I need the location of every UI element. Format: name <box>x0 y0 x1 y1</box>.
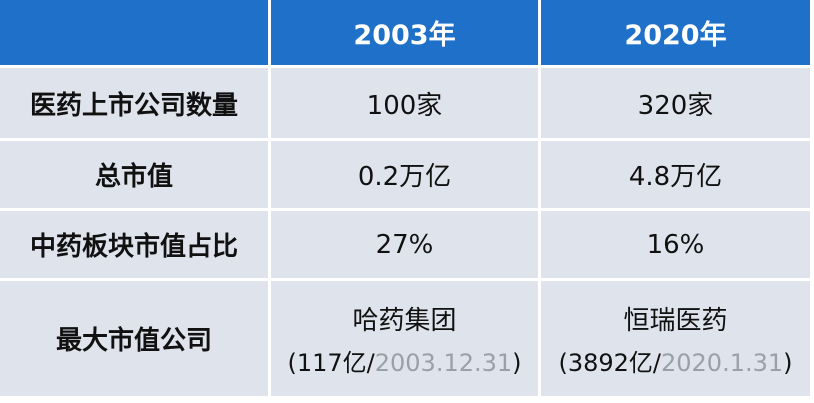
value-text: ) <box>783 348 793 377</box>
row-label-cell: 最大市值公司 <box>0 281 268 396</box>
row-label: 总市值 <box>94 162 173 192</box>
cell-subtext: (117亿/2003.12.31) <box>287 343 521 378</box>
date-text: 2020.1.31 <box>661 348 784 377</box>
header-text: 2003年 <box>353 20 456 51</box>
row-label: 最大市值公司 <box>55 326 212 356</box>
row-label: 医药上市公司数量 <box>29 90 238 121</box>
cell-text: 16% <box>646 229 705 260</box>
value-text: (117亿/ <box>287 348 375 377</box>
date-text: 2003.12.31 <box>374 348 513 377</box>
data-cell: 320家 <box>541 68 810 138</box>
cell-text: 哈药集团 <box>352 305 457 336</box>
cell-text: 4.8万亿 <box>628 162 723 192</box>
cell-subtext: (3892亿/2020.1.31) <box>558 343 792 378</box>
cell-text: 0.2万亿 <box>357 162 452 192</box>
row-label-cell: 总市值 <box>0 141 268 208</box>
row-label-cell: 医药上市公司数量 <box>0 68 268 138</box>
cell-text: 恒瑞医药 <box>623 305 728 336</box>
value-text: ) <box>512 348 522 377</box>
data-cell: 16% <box>541 211 810 278</box>
header-cell: 2003年 <box>271 0 538 65</box>
row-label: 中药板块市值占比 <box>29 232 238 262</box>
cell-text: 320家 <box>637 90 714 121</box>
data-cell: 4.8万亿 <box>541 141 810 208</box>
header-cell <box>0 0 268 65</box>
cell-text: 27% <box>375 229 434 260</box>
cell-text: 100家 <box>366 90 443 121</box>
data-cell: 0.2万亿 <box>271 141 538 208</box>
header-cell: 2020年 <box>541 0 810 65</box>
value-text: (3892亿/ <box>558 348 661 377</box>
header-text: 2020年 <box>624 20 727 51</box>
data-cell: 哈药集团 (117亿/2003.12.31) <box>271 281 538 396</box>
data-cell: 27% <box>271 211 538 278</box>
data-cell: 100家 <box>271 68 538 138</box>
row-label-cell: 中药板块市值占比 <box>0 211 268 278</box>
data-cell: 恒瑞医药 (3892亿/2020.1.31) <box>541 281 810 396</box>
